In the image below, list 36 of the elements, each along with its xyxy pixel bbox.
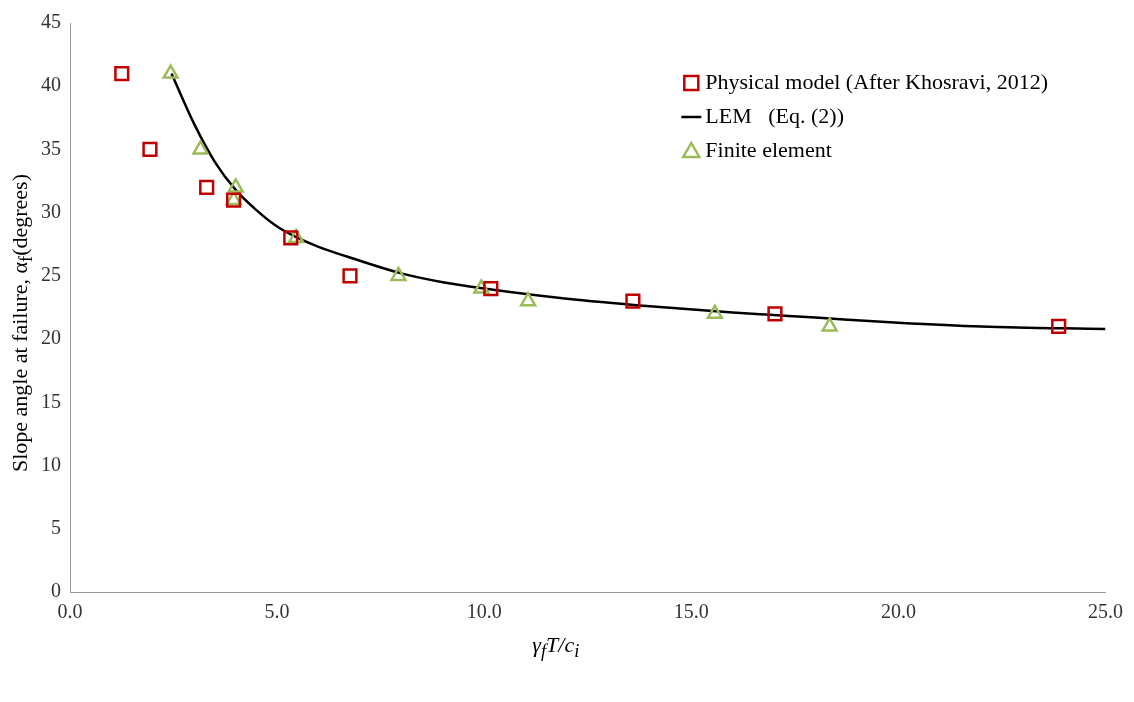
- legend-label: Finite element: [705, 136, 832, 162]
- point: [483, 280, 499, 297]
- point: [142, 141, 158, 158]
- y-tick-label: 30: [41, 199, 61, 222]
- y-tick-label: 5: [51, 516, 61, 539]
- point: [342, 268, 358, 284]
- x-tick-label: 20.0: [880, 600, 916, 623]
- point: [227, 178, 244, 193]
- x-tick-label: 0.0: [57, 600, 83, 623]
- y-tick-label: 10: [41, 452, 61, 475]
- point: [821, 317, 838, 332]
- point: [1051, 318, 1067, 335]
- legend-label: Physical model (After Khosravi, 2012): [705, 68, 1049, 94]
- x-tick-label: 25.0: [1088, 600, 1123, 623]
- x-tick-label: 5.0: [264, 600, 290, 623]
- point: [519, 291, 537, 307]
- point: [199, 179, 215, 195]
- point: [114, 65, 130, 82]
- x-tick-label: 10.0: [466, 600, 502, 623]
- y-tick-label: 15: [41, 389, 61, 412]
- x-tick-label: 15.0: [673, 600, 709, 623]
- y-tick-label: 0: [51, 579, 61, 602]
- y-tick-label: 25: [41, 263, 61, 286]
- point: [625, 293, 641, 309]
- point: [706, 304, 724, 320]
- point: [192, 140, 209, 155]
- x-axis-title: γ$_{f}$T/c$_{i}$: [532, 632, 580, 663]
- y-tick-label: 35: [41, 136, 61, 159]
- y-tick-label: 45: [41, 10, 61, 33]
- point: [390, 266, 407, 282]
- point: [767, 306, 783, 322]
- y-tick-label: 40: [41, 73, 61, 96]
- legend-label: LEM (Eq. (2)): [705, 102, 844, 128]
- point: [162, 64, 179, 79]
- y-tick-label: 20: [41, 326, 61, 349]
- point: [283, 230, 299, 246]
